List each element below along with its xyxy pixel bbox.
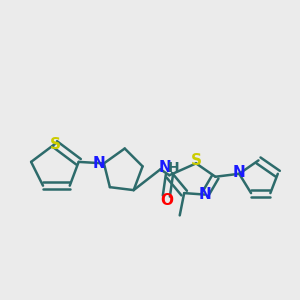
Text: S: S: [190, 153, 202, 168]
Text: H: H: [168, 161, 179, 175]
Text: N: N: [93, 156, 106, 171]
Text: O: O: [160, 193, 173, 208]
Text: N: N: [158, 160, 171, 175]
Text: S: S: [50, 136, 60, 152]
Text: N: N: [233, 165, 245, 180]
Text: N: N: [199, 187, 212, 202]
